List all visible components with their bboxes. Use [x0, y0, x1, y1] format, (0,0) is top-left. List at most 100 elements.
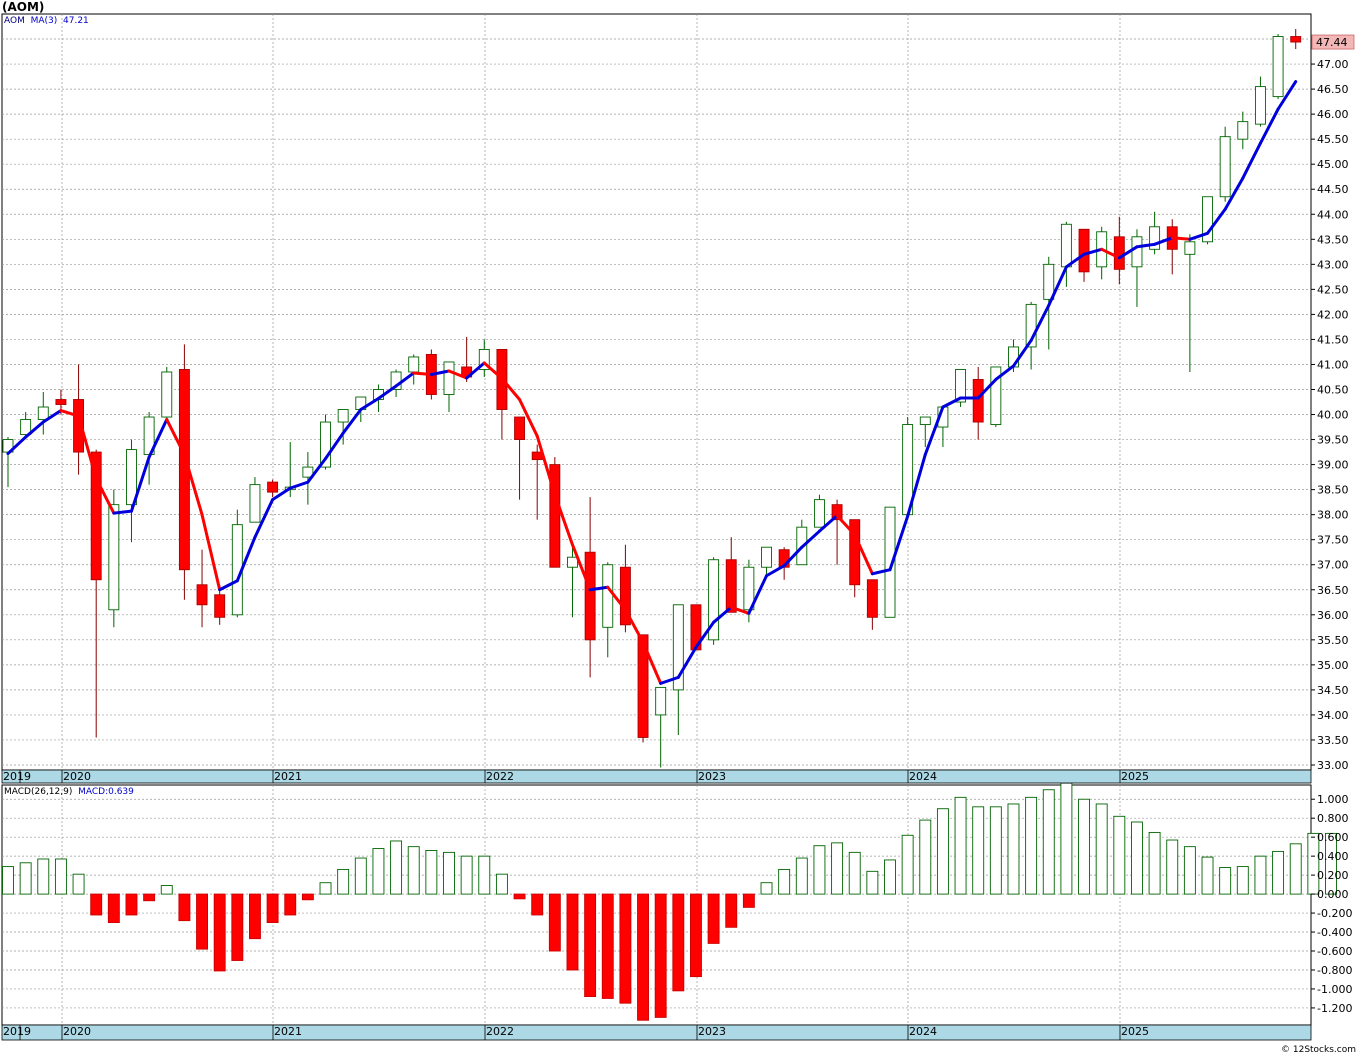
- candle-up: [108, 504, 120, 611]
- x-axis-year-label: 2022: [486, 770, 514, 783]
- ma-line-segment: [147, 418, 169, 459]
- ma-line-segment: [641, 640, 663, 685]
- macd-bar-positive: [1289, 843, 1302, 895]
- macd-bar-negative: [619, 893, 632, 1004]
- price-y-tick-label: 47.00: [1317, 58, 1349, 71]
- x-axis-year-label: 2021: [274, 770, 302, 783]
- macd-bar-positive: [1183, 846, 1196, 895]
- macd-y-tick-label: -0.800: [1317, 964, 1352, 977]
- macd-bar-negative: [143, 893, 156, 902]
- macd-bar-negative: [707, 893, 720, 944]
- candle-down: [196, 584, 208, 606]
- candle-up: [1254, 86, 1266, 125]
- x-axis-year-label: 2024: [909, 770, 937, 783]
- ma-line-segment: [165, 418, 186, 457]
- ma-line-segment: [1153, 236, 1174, 246]
- macd-bar-positive: [1078, 798, 1090, 895]
- ma-line-segment: [1206, 207, 1227, 235]
- candle-up: [302, 466, 314, 478]
- candle-up: [1219, 136, 1231, 198]
- macd-bar-positive: [478, 855, 491, 895]
- ma-line-segment: [271, 486, 292, 502]
- x-axis-year-label: 2024: [909, 1025, 937, 1038]
- macd-bar-positive: [1007, 803, 1020, 895]
- candle-down: [1290, 36, 1302, 43]
- x-axis-year-label: 2021: [274, 1025, 302, 1038]
- candle-up: [408, 356, 420, 373]
- ma-line-segment: [94, 477, 116, 515]
- gridlines: [1, 13, 1312, 1026]
- ma-line-segment: [1100, 247, 1121, 260]
- macd-bar-positive: [1042, 789, 1055, 895]
- macd-bar-positive: [425, 850, 438, 895]
- macd-bar-negative: [601, 893, 614, 999]
- x-axis-year-label: 2020: [63, 770, 91, 783]
- ma-line-segment: [6, 435, 28, 456]
- ma-line-segment: [976, 377, 998, 400]
- macd-bar-positive: [1148, 831, 1161, 895]
- ma-line-segment: [835, 514, 857, 537]
- macd-panel: [2, 782, 1337, 1021]
- macd-bar-positive: [19, 862, 32, 895]
- ma-line-segment: [129, 455, 151, 513]
- macd-bar-positive: [972, 806, 985, 895]
- price-y-tick-label: 39.50: [1317, 434, 1349, 447]
- price-legend: AOM MA(3) 47.21: [4, 16, 89, 26]
- price-y-tick-label: 38.00: [1317, 509, 1349, 522]
- candle-up: [955, 369, 967, 403]
- price-y-tick-label: 34.00: [1317, 709, 1349, 722]
- ma-line-segment: [518, 398, 539, 438]
- x-axis-year-label: 2019: [3, 770, 31, 783]
- candle-up: [761, 546, 772, 568]
- ma-line-segment: [941, 396, 963, 409]
- macd-bar-positive: [54, 858, 67, 895]
- macd-y-tick-label: -0.400: [1317, 926, 1352, 939]
- ma-line-segment: [465, 361, 486, 380]
- ma-line-segment: [218, 579, 239, 592]
- candle-down: [55, 399, 67, 405]
- candle-up: [161, 371, 173, 418]
- legend-symbol: AOM: [4, 16, 25, 26]
- macd-bar-positive: [1201, 856, 1214, 895]
- x-axis-year-label: 2022: [486, 1025, 514, 1038]
- ma-line-segment: [500, 376, 522, 402]
- macd-bar-negative: [301, 893, 314, 901]
- candle-up: [567, 556, 578, 568]
- ma-line-segment: [570, 543, 592, 592]
- x-axis-year-label: 2023: [698, 770, 726, 783]
- ma-line-segment: [376, 384, 398, 401]
- ma-line-segment: [676, 645, 698, 679]
- macd-bar-positive: [1131, 821, 1143, 895]
- ma-line-segment: [447, 369, 469, 380]
- candle-down: [1113, 236, 1125, 270]
- price-y-tick-label: 40.00: [1317, 409, 1349, 422]
- macd-bar-negative: [249, 893, 261, 940]
- price-y-tick-label: 37.50: [1317, 534, 1349, 547]
- macd-bar-positive: [1113, 815, 1126, 895]
- macd-bar-positive: [795, 857, 808, 895]
- price-y-tick-label: 43.00: [1317, 258, 1349, 271]
- ma-line-segment: [1241, 141, 1262, 180]
- x-axis-year-label: 2025: [1121, 770, 1149, 783]
- macd-y-tick-label: -0.600: [1317, 945, 1352, 958]
- candle-up: [478, 348, 490, 370]
- candle-up: [655, 686, 667, 716]
- price-y-tick-label: 36.50: [1317, 584, 1349, 597]
- candle-down: [849, 519, 861, 586]
- macd-bar-positive: [884, 859, 896, 895]
- candle-down: [549, 464, 561, 568]
- candle-down: [637, 634, 649, 738]
- candle-up: [1272, 36, 1284, 98]
- macd-bar-negative: [654, 893, 667, 1018]
- ma-line-segment: [200, 513, 222, 592]
- candle-up: [337, 409, 349, 423]
- ma-line-segment: [1276, 80, 1298, 111]
- ma-line-segment: [800, 529, 821, 549]
- price-y-tick-label: 35.00: [1317, 659, 1349, 672]
- ma-line-segment: [306, 457, 328, 484]
- macd-bar-positive: [919, 819, 932, 895]
- candle-down: [725, 559, 737, 613]
- ma-line-segment: [782, 545, 804, 568]
- macd-bar-positive: [37, 858, 50, 895]
